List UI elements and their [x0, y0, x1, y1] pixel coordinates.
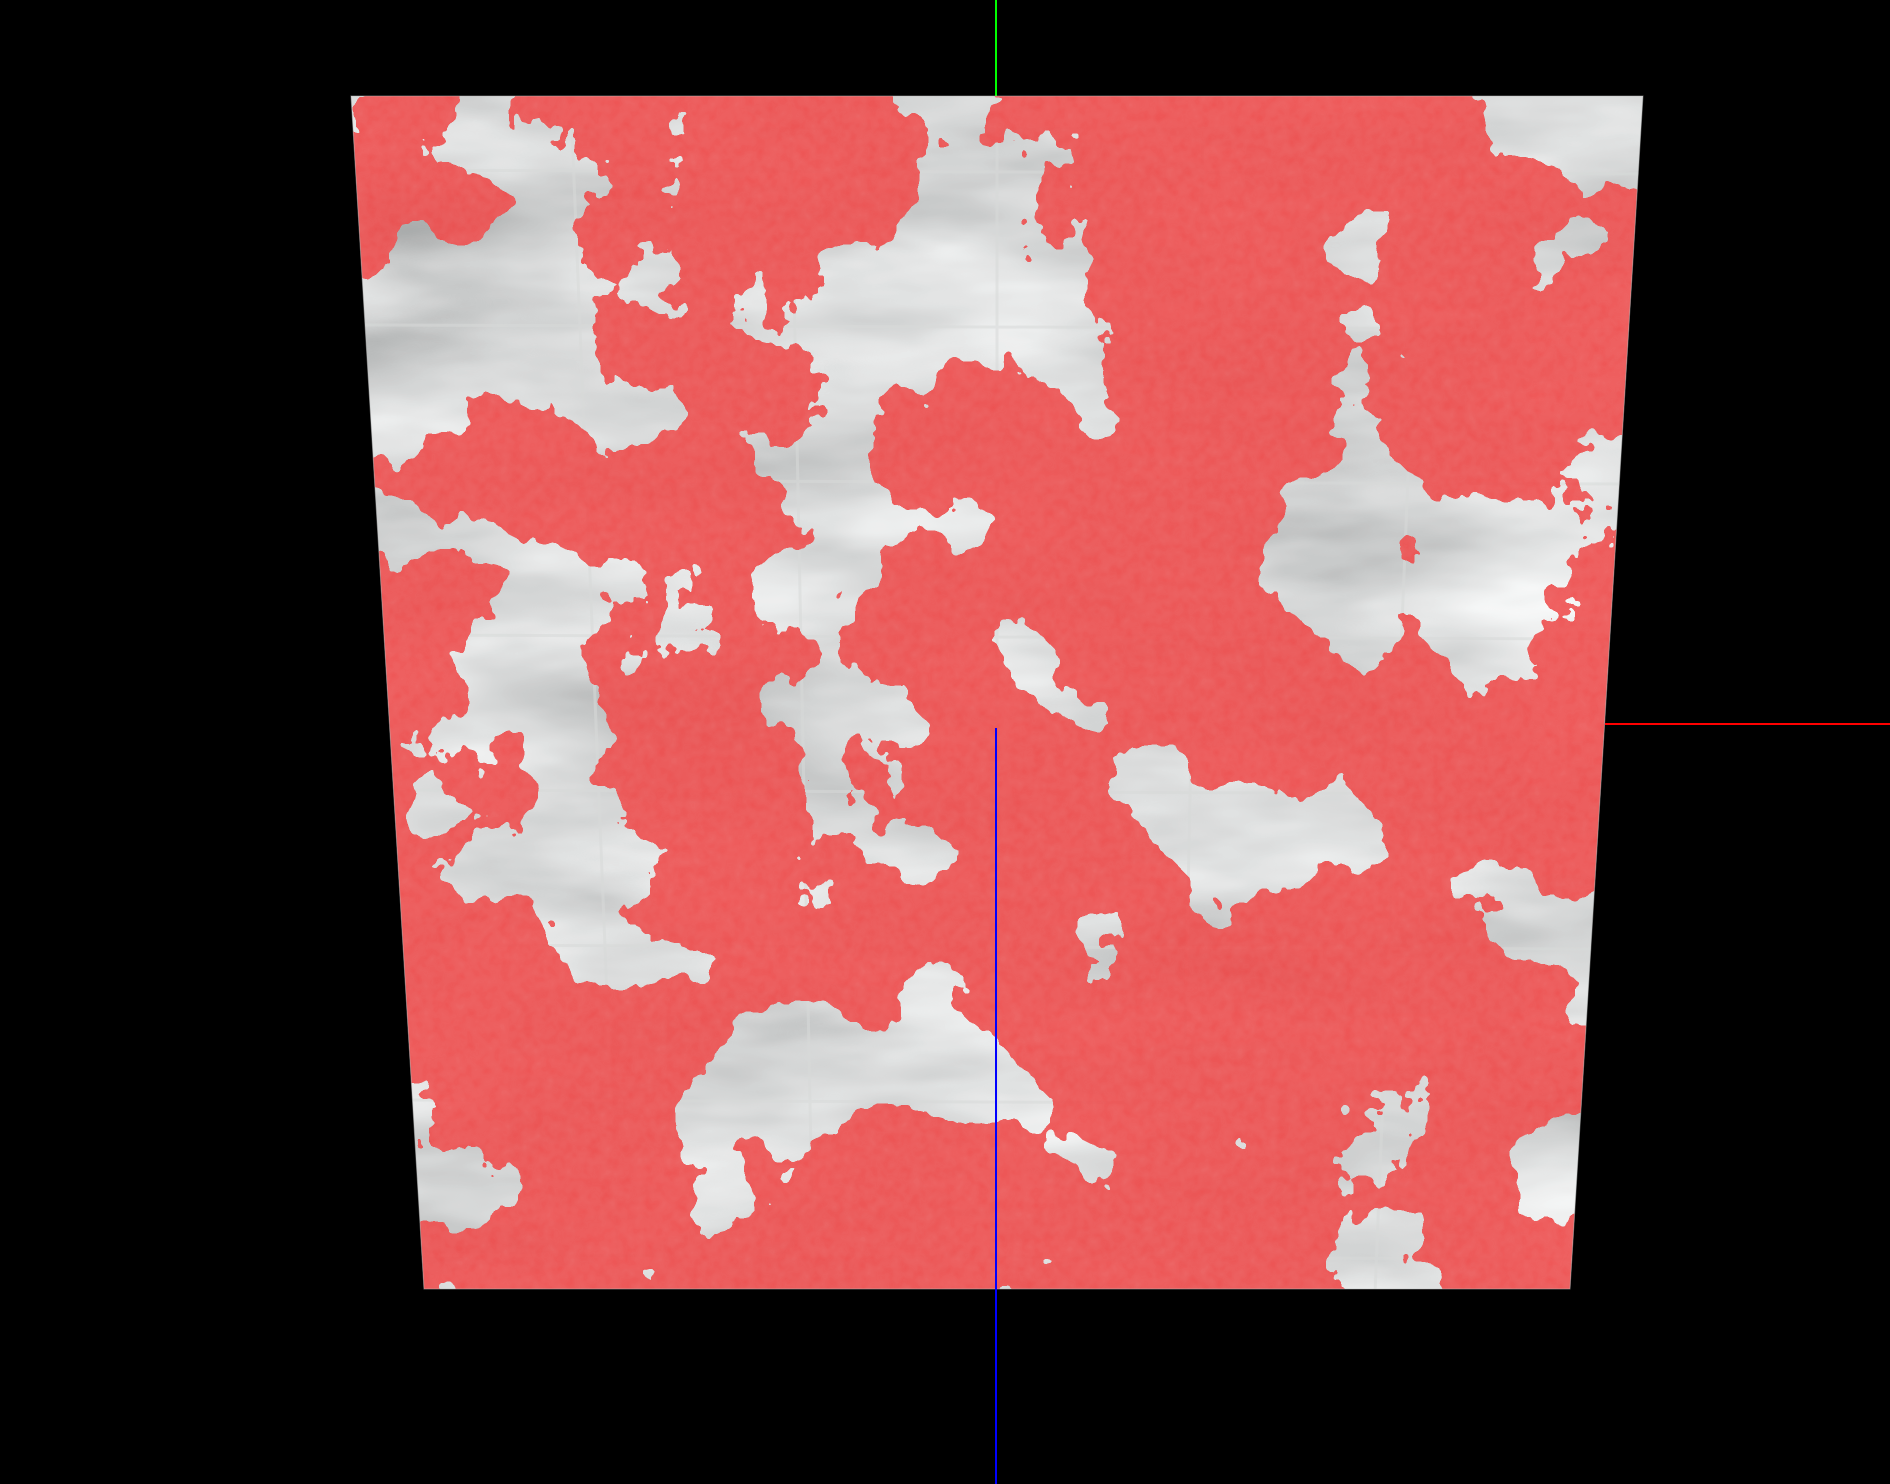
mesh-outline [350, 95, 1644, 1290]
